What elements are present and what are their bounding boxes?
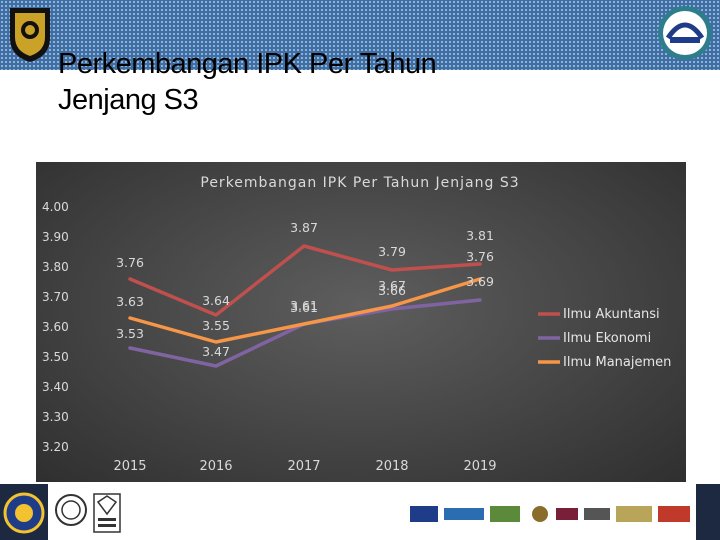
university-crest-logo (10, 8, 50, 62)
legend-label: Ilmu Akuntansi (563, 307, 660, 322)
series-lines (128, 244, 482, 368)
data-label: 3.47 (202, 344, 230, 359)
y-tick-label: 3.50 (42, 350, 69, 364)
data-label: 3.55 (202, 318, 230, 333)
data-label: 3.63 (116, 294, 144, 309)
header-band (0, 0, 720, 70)
series-line (128, 277, 482, 344)
y-tick-label: 3.70 (42, 290, 69, 304)
data-label: 3.61 (290, 300, 318, 315)
slide-title-line-1: Perkembangan IPK Per Tahun (58, 48, 437, 80)
series-line (128, 244, 482, 317)
y-tick-label: 3.20 (42, 440, 69, 454)
data-label: 3.53 (116, 326, 144, 341)
y-axis: 4.00 3.90 3.80 3.70 3.60 3.50 3.40 3.30 3.20 (42, 200, 69, 454)
y-tick-label: 3.40 (42, 380, 69, 394)
data-label: 3.81 (466, 228, 494, 243)
footer-right-block (696, 484, 720, 540)
abest21-logo (658, 6, 712, 60)
ukas-certification-logo (93, 493, 121, 533)
x-tick-label: 2016 (199, 459, 232, 474)
chart-title: Perkembangan IPK Per Tahun Jenjang S3 (200, 175, 519, 191)
x-tick-label: 2019 (463, 459, 496, 474)
y-tick-label: 3.60 (42, 320, 69, 334)
y-tick-label: 4.00 (42, 200, 69, 214)
registered-certification-logo (55, 494, 87, 526)
legend-label: Ilmu Ekonomi (563, 331, 651, 346)
x-tick-label: 2015 (113, 459, 146, 474)
y-tick-label: 3.30 (42, 410, 69, 424)
partner-logos (410, 506, 690, 522)
data-label: 3.87 (290, 220, 318, 235)
x-axis: 2015 2016 2017 2018 2019 (113, 459, 496, 474)
data-label: 3.76 (116, 255, 144, 270)
data-labels: 3.76 3.64 3.87 3.79 3.81 3.53 3.47 3.61 3.66 3.69… (116, 220, 494, 359)
data-label: 3.64 (202, 293, 230, 308)
y-tick-label: 3.80 (42, 260, 69, 274)
ub-logo (3, 492, 45, 534)
y-tick-label: 3.90 (42, 230, 69, 244)
data-label: 3.67 (378, 278, 406, 293)
data-label: 3.79 (378, 244, 406, 259)
data-label: 3.61 (290, 298, 318, 313)
slide-title-line-2: Jenjang S3 (58, 84, 199, 116)
legend: Ilmu Akuntansi Ilmu Ekonomi Ilmu Manajemen (538, 307, 671, 370)
x-tick-label: 2018 (375, 459, 408, 474)
x-tick-label: 2017 (287, 459, 320, 474)
data-label: 3.66 (378, 283, 406, 298)
legend-label: Ilmu Manajemen (563, 355, 671, 370)
data-label: 3.69 (466, 274, 494, 289)
data-label: 3.76 (466, 249, 494, 264)
slide-title: Perkembangan IPK Per Tahun Jenjang S3 (58, 46, 658, 118)
